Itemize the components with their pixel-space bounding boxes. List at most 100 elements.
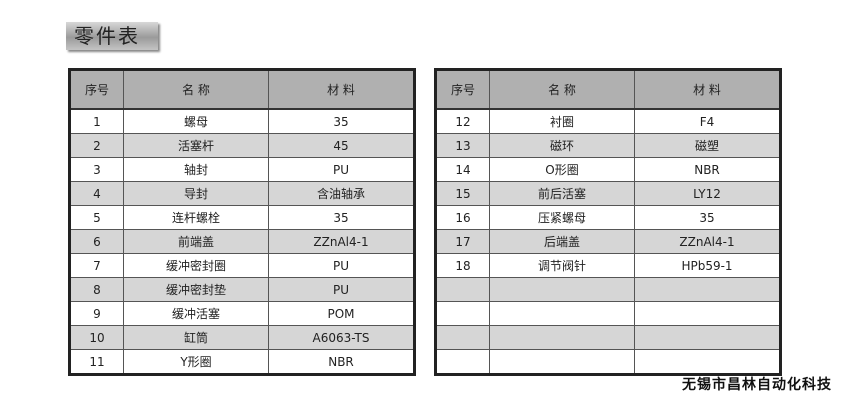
cell-no: 8: [69, 277, 124, 302]
cell-no: 13: [435, 133, 490, 158]
cell-material: 35: [268, 108, 415, 134]
cell-material: 含油轴承: [268, 181, 415, 206]
table-row: 11 Y形圈 NBR: [69, 349, 415, 375]
cell-no: 15: [435, 181, 490, 206]
cell-material: NBR: [634, 157, 781, 182]
cell-name: 前端盖: [123, 229, 269, 254]
cell-material: LY12: [634, 181, 781, 206]
cell-name: 磁环: [489, 133, 635, 158]
cell-material: F4: [634, 108, 781, 134]
table-row: 1 螺母 35: [69, 108, 415, 134]
cell-name: 轴封: [123, 157, 269, 182]
cell-name: 缓冲活塞: [123, 301, 269, 326]
cell-no: 5: [69, 205, 124, 230]
cell-name: [489, 301, 635, 326]
cell-no: 17: [435, 229, 490, 254]
table-row: 14 O形圈 NBR: [435, 157, 781, 182]
table-row: [435, 277, 781, 302]
header-name: 名 称: [489, 69, 635, 110]
cell-material: POM: [268, 301, 415, 326]
table-row: [435, 301, 781, 326]
cell-name: 导封: [123, 181, 269, 206]
table-row: 12 衬圈 F4: [435, 108, 781, 134]
cell-material: PU: [268, 253, 415, 278]
cell-material: [634, 325, 781, 350]
cell-name: 衬圈: [489, 108, 635, 134]
table-row: 2 活塞杆 45: [69, 133, 415, 158]
table-row: 17 后端盖 ZZnAl4-1: [435, 229, 781, 254]
table-row: 9 缓冲活塞 POM: [69, 301, 415, 326]
cell-no: 11: [69, 349, 124, 375]
section-title: 零件表: [66, 22, 158, 50]
cell-no: [435, 325, 490, 350]
cell-no: 12: [435, 108, 490, 134]
table-row: 6 前端盖 ZZnAl4-1: [69, 229, 415, 254]
cell-material: ZZnAl4-1: [634, 229, 781, 254]
cell-no: 10: [69, 325, 124, 350]
cell-no: 7: [69, 253, 124, 278]
cell-no: 3: [69, 157, 124, 182]
cell-material: 磁塑: [634, 133, 781, 158]
cell-no: 2: [69, 133, 124, 158]
cell-name: 连杆螺栓: [123, 205, 269, 230]
cell-no: 1: [69, 108, 124, 134]
cell-name: 后端盖: [489, 229, 635, 254]
cell-material: PU: [268, 277, 415, 302]
cell-no: 6: [69, 229, 124, 254]
table-row: 15 前后活塞 LY12: [435, 181, 781, 206]
cell-name: [489, 325, 635, 350]
cell-no: [435, 301, 490, 326]
cell-material: 35: [634, 205, 781, 230]
cell-name: 缓冲密封垫: [123, 277, 269, 302]
table-row: 5 连杆螺栓 35: [69, 205, 415, 230]
table-row: 8 缓冲密封垫 PU: [69, 277, 415, 302]
table-row: [435, 349, 781, 375]
cell-name: O形圈: [489, 157, 635, 182]
cell-no: [435, 277, 490, 302]
cell-name: 缸筒: [123, 325, 269, 350]
cell-name: 螺母: [123, 108, 269, 134]
header-material: 材 料: [634, 69, 781, 110]
cell-no: 9: [69, 301, 124, 326]
cell-material: NBR: [268, 349, 415, 375]
header-no: 序号: [69, 69, 124, 110]
parts-table-right: 序号 名 称 材 料 12 衬圈 F4 13 磁环 磁塑 14 O形圈 NBR 15 前后活塞 LY1…: [434, 68, 782, 376]
table-row: [435, 325, 781, 350]
cell-material: [634, 301, 781, 326]
cell-material: [634, 277, 781, 302]
cell-no: 16: [435, 205, 490, 230]
table-header: 序号 名 称 材 料: [435, 69, 781, 110]
table-row: 13 磁环 磁塑: [435, 133, 781, 158]
cell-material: HPb59-1: [634, 253, 781, 278]
table-header: 序号 名 称 材 料: [69, 69, 415, 110]
cell-name: 调节阀针: [489, 253, 635, 278]
header-name: 名 称: [123, 69, 269, 110]
cell-no: 4: [69, 181, 124, 206]
cell-material: ZZnAl4-1: [268, 229, 415, 254]
company-name: 无锡市昌林自动化科技: [682, 377, 832, 393]
cell-material: 35: [268, 205, 415, 230]
cell-name: 前后活塞: [489, 181, 635, 206]
table-row: 4 导封 含油轴承: [69, 181, 415, 206]
cell-name: 缓冲密封圈: [123, 253, 269, 278]
table-row: 18 调节阀针 HPb59-1: [435, 253, 781, 278]
cell-name: [489, 277, 635, 302]
table-row: 10 缸筒 A6063-TS: [69, 325, 415, 350]
cell-no: [435, 349, 490, 375]
header-material: 材 料: [268, 69, 415, 110]
header-no: 序号: [435, 69, 490, 110]
cell-name: 压紧螺母: [489, 205, 635, 230]
cell-no: 14: [435, 157, 490, 182]
cell-name: 活塞杆: [123, 133, 269, 158]
cell-material: A6063-TS: [268, 325, 415, 350]
table-row: 16 压紧螺母 35: [435, 205, 781, 230]
cell-material: [634, 349, 781, 375]
table-row: 7 缓冲密封圈 PU: [69, 253, 415, 278]
cell-no: 18: [435, 253, 490, 278]
table-row: 3 轴封 PU: [69, 157, 415, 182]
cell-name: Y形圈: [123, 349, 269, 375]
parts-table-left: 序号 名 称 材 料 1 螺母 35 2 活塞杆 45 3 轴封 PU 4 导封 含油轴承 5 连杆螺栓 3…: [68, 68, 416, 376]
cell-name: [489, 349, 635, 375]
cell-material: 45: [268, 133, 415, 158]
cell-material: PU: [268, 157, 415, 182]
